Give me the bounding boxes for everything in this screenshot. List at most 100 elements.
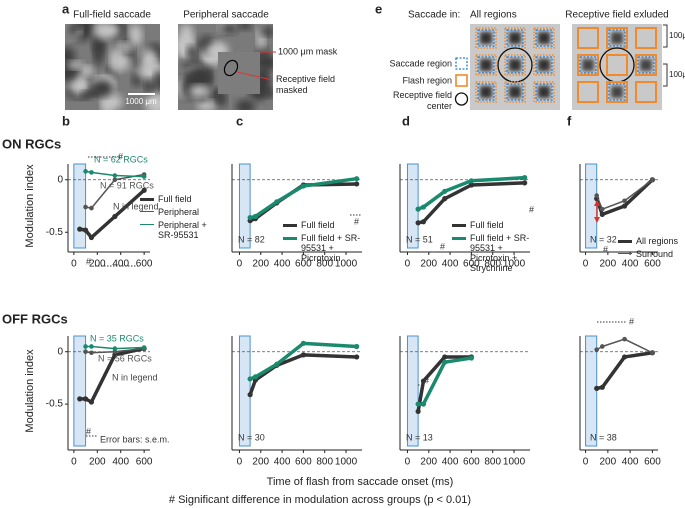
data-point bbox=[252, 213, 259, 220]
arrow-head bbox=[594, 200, 600, 223]
data-point bbox=[112, 177, 118, 183]
annotation: # bbox=[354, 216, 359, 226]
data-point bbox=[650, 350, 655, 356]
y-axis-label: Modulation index bbox=[24, 164, 36, 248]
flash-region bbox=[577, 54, 599, 76]
x-tick-label: 400 bbox=[442, 457, 459, 468]
annotation: Receptive field masked bbox=[276, 74, 336, 95]
legend-text: Peripheral + SR-95531 bbox=[158, 220, 207, 240]
row-label: ON RGCs bbox=[2, 136, 61, 151]
cell-blur bbox=[611, 32, 623, 44]
data-point bbox=[415, 401, 421, 407]
panel-title: Full-field saccade bbox=[73, 10, 151, 21]
noise-blob bbox=[131, 74, 143, 87]
x-tick-label: 0 bbox=[583, 259, 589, 270]
x-tick-label: 0 bbox=[237, 457, 243, 468]
cell-blur bbox=[509, 59, 521, 71]
data-point bbox=[442, 354, 448, 360]
annotation: N = 30 bbox=[238, 432, 265, 442]
data-point bbox=[420, 204, 427, 210]
flash-region bbox=[533, 81, 555, 103]
x-tick-label: 0 bbox=[405, 457, 411, 468]
legend-text: Receptive field center bbox=[392, 90, 452, 111]
legend-swatch bbox=[452, 224, 466, 227]
annotation: 1000 μm mask bbox=[278, 46, 338, 56]
y-axis-label: Modulation index bbox=[24, 349, 36, 433]
noise-blob bbox=[221, 24, 238, 34]
annotation: N = 91 RGCs bbox=[100, 180, 154, 190]
saccade-window bbox=[406, 335, 419, 447]
legend-swatch bbox=[454, 92, 469, 106]
series-line bbox=[596, 338, 653, 354]
legend-swatch bbox=[283, 224, 297, 227]
legend-text: Full field + SR-95531 + Picrotoxin bbox=[301, 233, 361, 263]
legend-entry: All regions bbox=[618, 236, 684, 246]
data-point bbox=[141, 174, 147, 179]
x-tick-label: 1000 bbox=[335, 457, 358, 468]
y-tick-label: 0 bbox=[57, 174, 63, 185]
data-point bbox=[300, 183, 306, 189]
flash-region bbox=[504, 54, 526, 76]
data-point bbox=[83, 169, 88, 174]
saccade-region bbox=[506, 83, 524, 101]
data-point bbox=[141, 187, 147, 193]
scale-label: 100μm bbox=[669, 31, 685, 40]
flash-region bbox=[475, 54, 497, 76]
data-point bbox=[83, 349, 88, 355]
x-tick-label: 0 bbox=[405, 259, 411, 270]
panel-title: Receptive field exluded bbox=[565, 10, 668, 21]
legend: All regions Surround bbox=[618, 236, 684, 262]
legend-entry: Peripheral bbox=[140, 207, 218, 217]
grid-diagram bbox=[470, 24, 662, 110]
data-point bbox=[247, 392, 253, 398]
legend-text: Full field bbox=[470, 220, 504, 230]
data-point bbox=[420, 401, 427, 407]
x-tick-label: 200 bbox=[600, 259, 617, 270]
saccade-region bbox=[608, 83, 626, 101]
legend-text: Full field bbox=[301, 220, 335, 230]
data-point bbox=[468, 355, 474, 361]
annotation: N in legend bbox=[112, 372, 158, 382]
flash-region bbox=[606, 81, 628, 103]
data-point bbox=[621, 354, 628, 360]
x-tick-label: 600 bbox=[136, 457, 153, 468]
data-point bbox=[594, 193, 600, 198]
legend-swatch bbox=[140, 198, 154, 201]
legend-text: Flash region bbox=[402, 75, 452, 85]
x-axis-label: Time of flash from saccade onset (ms) bbox=[267, 476, 454, 488]
x-tick-label: 400 bbox=[274, 259, 291, 270]
panel-title: Peripheral saccade bbox=[183, 10, 269, 21]
data-point bbox=[622, 198, 627, 204]
x-tick-label: 200 bbox=[252, 259, 269, 270]
cell-blur bbox=[509, 86, 521, 98]
series-line bbox=[85, 170, 145, 178]
series-line bbox=[596, 179, 653, 210]
annotation: N = 82 bbox=[238, 234, 265, 244]
noise-blob bbox=[69, 74, 90, 95]
saccade-window bbox=[238, 335, 251, 447]
annotation: # bbox=[529, 204, 534, 214]
series-line bbox=[248, 353, 357, 396]
series-line bbox=[85, 173, 145, 209]
noise-blob bbox=[81, 91, 93, 100]
data-point bbox=[112, 346, 118, 351]
mask bbox=[218, 52, 260, 94]
cell-blur bbox=[480, 59, 492, 71]
saccade-region bbox=[535, 56, 553, 74]
x-tick-label: 600 bbox=[295, 457, 312, 468]
flash-region bbox=[635, 81, 657, 103]
x-tick-label: 200 bbox=[420, 259, 437, 270]
panel-title: Saccade in: bbox=[408, 10, 460, 21]
flash-region bbox=[635, 27, 657, 49]
panel-label: e bbox=[375, 1, 382, 16]
flash-region bbox=[475, 81, 497, 103]
legend-text: All regions bbox=[636, 236, 679, 246]
data-point bbox=[468, 178, 474, 184]
data-point bbox=[650, 177, 655, 183]
footnote: # Significant difference in modulation a… bbox=[169, 494, 471, 506]
noise-blob bbox=[80, 65, 95, 77]
legend-swatch bbox=[140, 211, 154, 212]
data-point bbox=[599, 384, 605, 390]
x-tick-label: 600 bbox=[463, 259, 480, 270]
